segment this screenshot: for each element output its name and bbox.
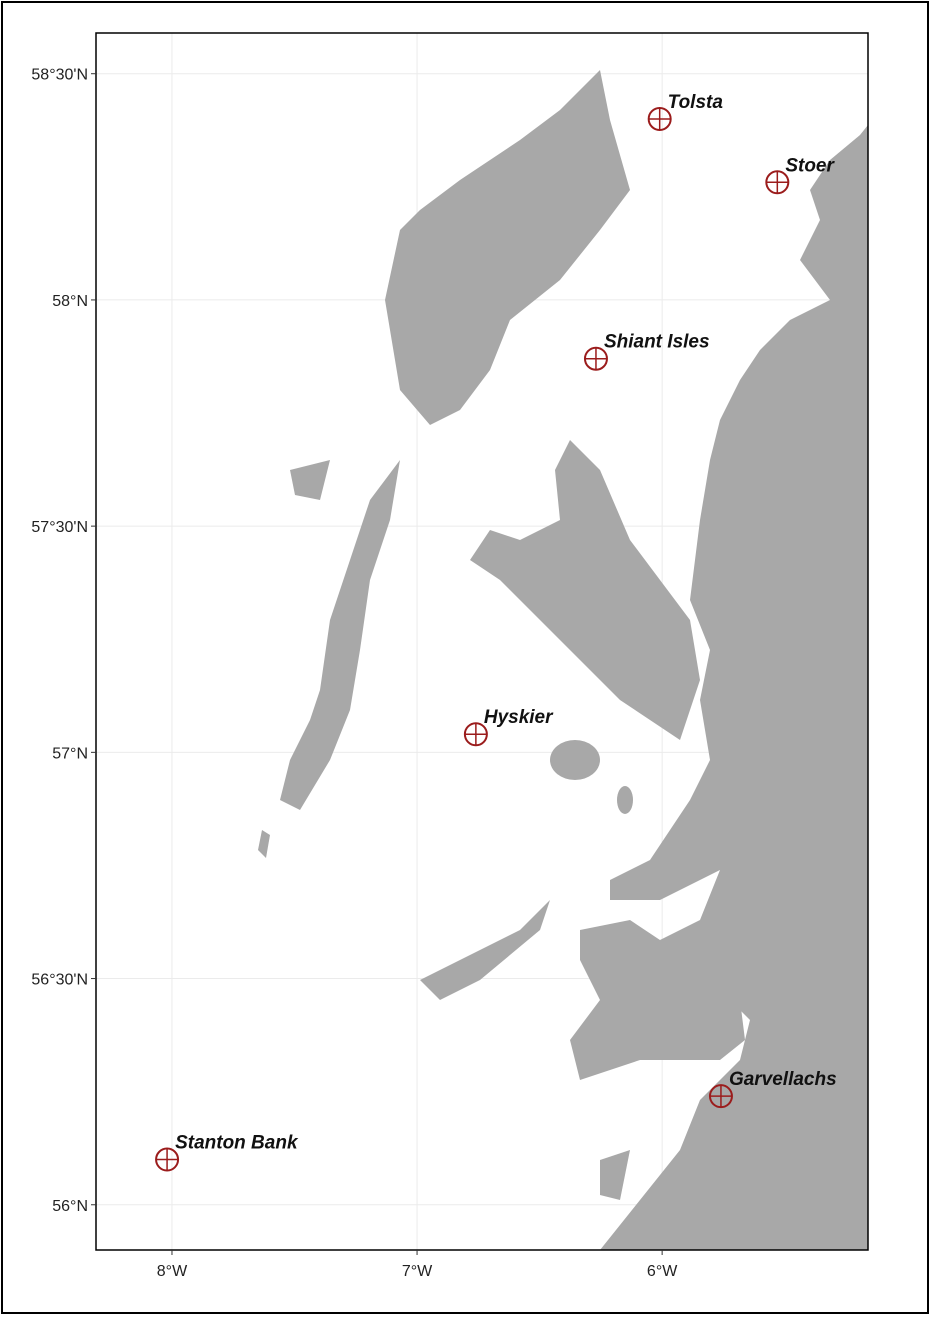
site-marker bbox=[647, 106, 672, 131]
site-marker bbox=[463, 722, 488, 747]
y-tick-label: 56°N bbox=[52, 1198, 88, 1215]
site-label: Tolsta bbox=[668, 92, 724, 113]
y-tick-label: 58°30'N bbox=[31, 67, 88, 84]
land bbox=[570, 920, 745, 1080]
site-label: Garvellachs bbox=[729, 1069, 837, 1090]
y-tick-label: 56°30'N bbox=[31, 972, 88, 989]
sites: Tolsta Stoer Shiant Isles Hyskier Garvellach… bbox=[155, 92, 837, 1172]
land bbox=[420, 900, 550, 1000]
x-tick-label: 8°W bbox=[157, 1263, 188, 1280]
site-marker bbox=[155, 1147, 180, 1172]
x-tick-label: 7°W bbox=[402, 1263, 433, 1280]
land bbox=[650, 1130, 750, 1250]
y-tick-label: 57°30'N bbox=[31, 519, 88, 536]
plot-frame bbox=[95, 32, 869, 1251]
x-tick-label: 6°W bbox=[647, 1263, 678, 1280]
site-label: Hyskier bbox=[484, 707, 554, 728]
land bbox=[550, 740, 600, 780]
land bbox=[385, 70, 630, 425]
site-label: Stoer bbox=[785, 155, 835, 176]
land bbox=[470, 440, 700, 740]
land bbox=[617, 786, 633, 814]
site-marker bbox=[765, 170, 790, 195]
land bbox=[600, 1150, 630, 1200]
site-marker bbox=[583, 346, 608, 371]
land bbox=[600, 125, 868, 1250]
land bbox=[290, 460, 330, 500]
site-label: Stanton Bank bbox=[175, 1133, 299, 1154]
site-marker bbox=[708, 1084, 733, 1109]
land bbox=[280, 460, 400, 810]
site-label: Shiant Isles bbox=[604, 332, 710, 353]
land bbox=[258, 830, 270, 858]
land bbox=[258, 70, 868, 1250]
y-tick-label: 57°N bbox=[52, 745, 88, 762]
y-tick-label: 58°N bbox=[52, 293, 88, 310]
